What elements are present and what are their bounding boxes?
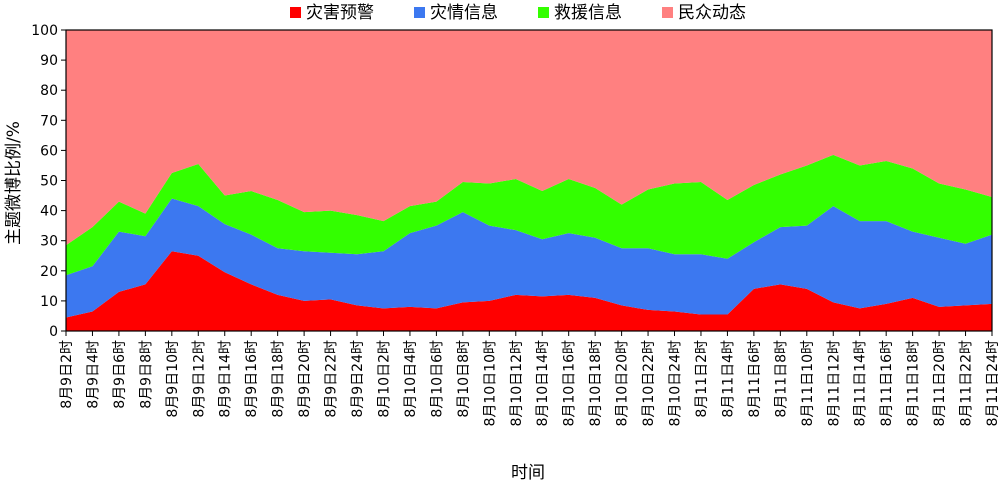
- legend-swatch: [662, 7, 673, 18]
- x-tick-label: 8月11日6时: [747, 340, 763, 418]
- x-tick-label: 8月11日2时: [694, 340, 710, 418]
- y-tick-label: 10: [40, 294, 58, 310]
- legend-swatch: [538, 7, 549, 18]
- x-tick-label: 8月9日12时: [191, 340, 207, 418]
- x-tick-label: 8月9日18时: [271, 340, 287, 418]
- legend-label: 救援信息: [554, 3, 622, 23]
- x-tick-label: 8月11日8时: [773, 340, 789, 418]
- x-axis-title: 时间: [511, 463, 545, 483]
- x-tick-label: 8月10日8时: [456, 340, 472, 418]
- y-tick-label: 90: [40, 53, 58, 69]
- x-tick-label: 8月11日10时: [800, 340, 816, 427]
- y-tick-label: 80: [40, 83, 58, 99]
- y-tick-label: 30: [40, 234, 58, 250]
- x-tick-label: 8月9日24时: [350, 340, 366, 418]
- x-tick-label: 8月9日22时: [324, 340, 340, 418]
- x-tick-label: 8月11日22时: [959, 340, 975, 427]
- legend-swatch: [414, 7, 425, 18]
- y-tick-label: 50: [40, 174, 58, 190]
- x-tick-label: 8月9日2时: [59, 340, 75, 409]
- legend-label: 灾情信息: [430, 3, 498, 23]
- y-tick-label: 0: [49, 324, 58, 340]
- x-tick-label: 8月11日16时: [879, 340, 895, 427]
- x-tick-label: 8月9日6时: [112, 340, 128, 409]
- x-tick-label: 8月10日10时: [482, 340, 498, 427]
- x-tick-label: 8月9日20时: [297, 340, 313, 418]
- x-ticks: 8月9日2时 8月9日4时 8月9日6时 8月9日8时 8月9日10时 8月9日12时 8月…: [59, 331, 1000, 427]
- legend-swatch: [290, 7, 301, 18]
- x-tick-label: 8月10日12时: [509, 340, 525, 427]
- legend-label: 民众动态: [678, 3, 746, 23]
- x-tick-label: 8月11日12时: [826, 340, 842, 427]
- y-tick-label: 40: [40, 204, 58, 220]
- x-tick-label: 8月9日14时: [218, 340, 234, 418]
- legend: 灾害预警 灾情信息 救援信息 民众动态: [290, 3, 746, 23]
- x-tick-label: 8月11日18时: [906, 340, 922, 427]
- area-series-4: [66, 30, 992, 246]
- x-tick-label: 8月11日20时: [932, 340, 948, 427]
- area-series-3: [66, 154, 992, 276]
- x-tick-label: 8月10日4时: [403, 340, 419, 418]
- x-tick-label: 8月11日14时: [853, 340, 869, 427]
- x-tick-label: 8月11日24时: [985, 340, 1000, 427]
- x-tick-label: 8月9日8时: [138, 340, 154, 409]
- y-tick-label: 70: [40, 113, 58, 129]
- y-tick-label: 100: [31, 23, 58, 39]
- x-tick-label: 8月9日16时: [244, 340, 260, 418]
- x-tick-label: 8月9日10时: [165, 340, 181, 418]
- area-series-1: [66, 251, 992, 331]
- legend-label: 灾害预警: [306, 3, 374, 23]
- x-tick-label: 8月10日22时: [641, 340, 657, 427]
- x-tick-label: 8月11日4时: [720, 340, 736, 418]
- plot-areas: [66, 30, 992, 331]
- x-tick-label: 8月10日14时: [535, 340, 551, 427]
- area-series-2: [66, 198, 992, 318]
- y-tick-label: 20: [40, 264, 58, 280]
- x-tick-label: 8月9日4时: [85, 340, 101, 409]
- x-tick-label: 8月10日6时: [429, 340, 445, 418]
- x-tick-label: 8月10日20时: [615, 340, 631, 427]
- x-tick-label: 8月10日18时: [588, 340, 604, 427]
- x-tick-label: 8月10日16时: [562, 340, 578, 427]
- x-tick-label: 8月10日24时: [668, 340, 684, 427]
- y-axis-title: 主题微博比例/%: [4, 121, 24, 245]
- y-tick-label: 60: [40, 143, 58, 159]
- y-ticks: 0 10 20 30 40 50 60 70 80 90 100: [31, 23, 66, 340]
- x-tick-label: 8月10日2时: [376, 340, 392, 418]
